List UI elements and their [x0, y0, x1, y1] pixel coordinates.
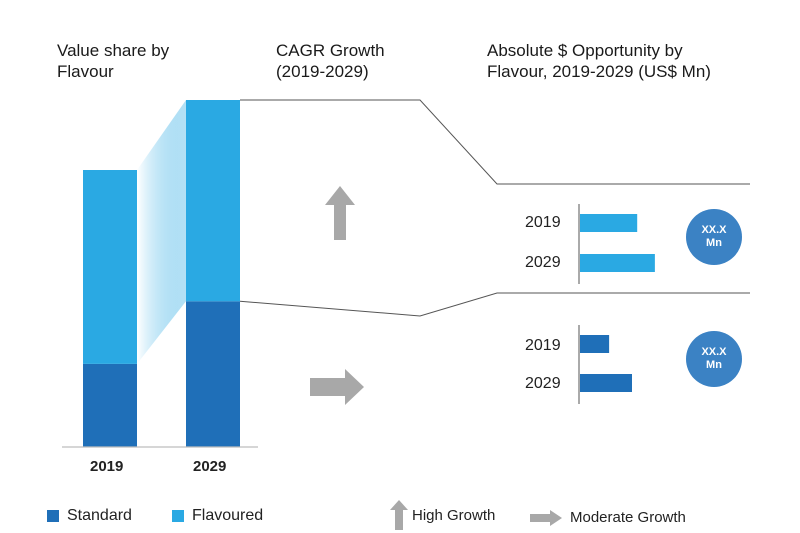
standard-panel-tick-2019: 2019 — [525, 337, 561, 354]
flavoured-swatch — [172, 510, 184, 522]
legend-high-growth: High Growth — [390, 500, 495, 530]
flavoured-panel-tick-2029: 2029 — [525, 254, 561, 271]
right-arrow-icon — [530, 509, 562, 526]
standard-swatch — [47, 510, 59, 522]
legend-moderate-growth: Moderate Growth — [530, 509, 686, 526]
bar-flavoured-2029 — [186, 100, 240, 302]
high-growth-arrow — [325, 186, 355, 240]
horizontal-bar-chart — [578, 204, 655, 404]
hbar-flavoured-2029 — [580, 254, 655, 272]
standard-opportunity-bubble: XX.X Mn — [686, 331, 742, 387]
funnel-lower-line — [239, 292, 750, 317]
moderate-growth-arrow — [310, 369, 364, 405]
growth-arrows — [310, 186, 364, 405]
value-share-header: Value share by Flavour — [57, 41, 170, 81]
bar-flavoured-2019 — [83, 170, 137, 364]
flavoured-opportunity-bubble: XX.X Mn — [686, 209, 742, 265]
funnel-upper-line — [240, 99, 750, 185]
share-connector — [137, 100, 186, 364]
x-tick-2029: 2029 — [193, 458, 227, 475]
funnel-lines — [239, 99, 750, 317]
stacked-bar-chart — [62, 100, 258, 448]
up-arrow-icon — [390, 500, 408, 530]
hbar-flavoured-2019 — [580, 214, 638, 232]
bar-standard-2019 — [83, 363, 137, 447]
hbar-standard-2029 — [580, 374, 632, 392]
legend-flavoured: Flavoured — [172, 507, 263, 525]
standard-panel-tick-2029: 2029 — [525, 375, 561, 392]
legend-standard: Standard — [47, 507, 132, 525]
absolute-opportunity-header: Absolute $ Opportunity by Flavour, 2019-… — [487, 41, 711, 81]
x-tick-2019: 2019 — [90, 458, 124, 475]
hbar-standard-2019 — [580, 335, 610, 353]
cagr-header: CAGR Growth (2019-2029) — [276, 41, 385, 81]
bar-standard-2029 — [186, 301, 240, 447]
flavoured-panel-tick-2019: 2019 — [525, 214, 561, 231]
